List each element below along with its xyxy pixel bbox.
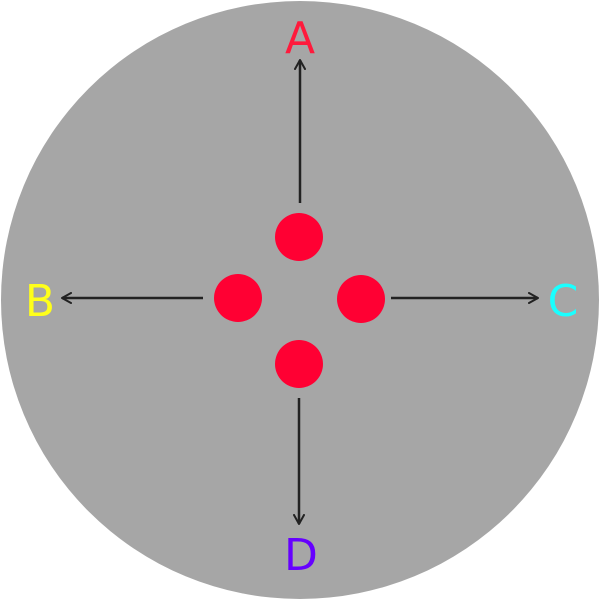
label-c: C bbox=[548, 276, 579, 327]
dot-left bbox=[214, 274, 262, 322]
dot-top bbox=[275, 213, 323, 261]
label-b: B bbox=[25, 276, 55, 327]
label-a: A bbox=[285, 13, 315, 64]
label-d: D bbox=[284, 530, 318, 581]
dot-bottom bbox=[275, 340, 323, 388]
dot-right bbox=[337, 275, 385, 323]
